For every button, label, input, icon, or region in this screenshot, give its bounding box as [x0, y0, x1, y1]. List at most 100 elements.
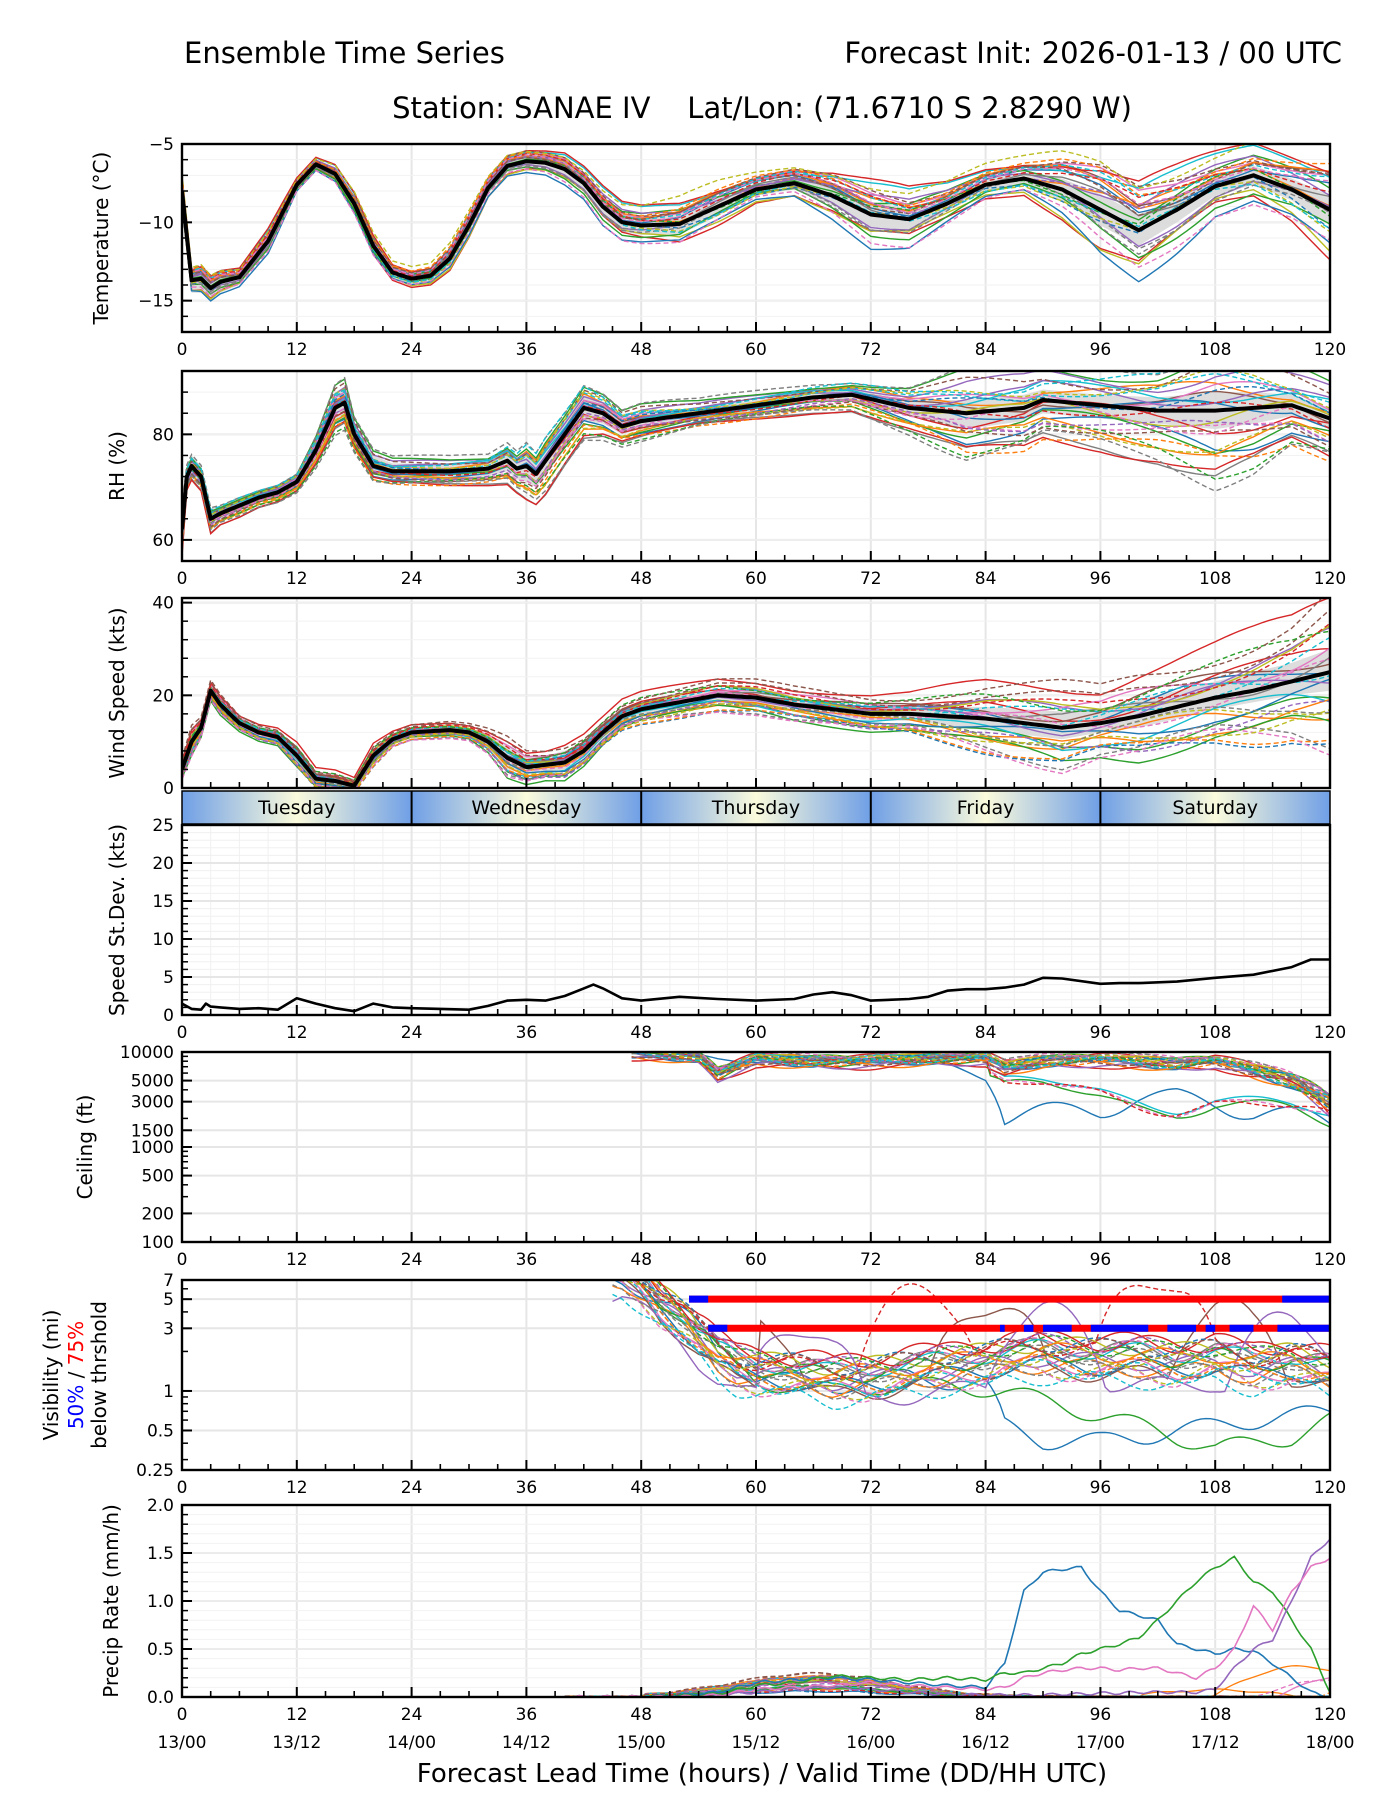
x-tick-label: 24 — [401, 1705, 423, 1725]
x-tick-label: 108 — [1199, 1250, 1231, 1270]
x-tick-label: 96 — [1090, 569, 1112, 589]
y-tick-label: 7 — [163, 1271, 174, 1291]
ceiling-member-line — [631, 1055, 1330, 1107]
figure-title-left: Ensemble Time Series — [184, 36, 505, 70]
x-tick-label: 84 — [975, 340, 997, 360]
x-tick-label: 60 — [745, 1023, 767, 1043]
ceiling-member-line — [631, 1052, 1330, 1104]
x-tick-label: 36 — [516, 1250, 538, 1270]
y-tick-label: 25 — [152, 816, 174, 836]
speed_stdev-ylabel: Speed St.Dev. (kts) — [105, 824, 129, 1016]
ensemble-member-line — [182, 371, 1330, 525]
ensemble-member-line — [182, 409, 1330, 549]
valid-time-label: 17/00 — [1076, 1733, 1125, 1753]
ensemble-member-line — [182, 698, 1330, 788]
y-tick-label: 500 — [142, 1167, 174, 1187]
y-tick-label: 5 — [163, 968, 174, 988]
valid-time-label: 13/12 — [272, 1733, 321, 1753]
x-tick-label: 48 — [630, 1478, 652, 1498]
y-tick-label: 20 — [152, 686, 174, 706]
x-tick-label: 12 — [286, 1478, 308, 1498]
day-band-cell — [870, 791, 1101, 824]
precip-member-blue-line — [564, 1565, 1330, 1697]
day-band-cell — [1100, 791, 1330, 824]
x-tick-label: 96 — [1090, 1705, 1112, 1725]
plot-area-wind_speed — [182, 598, 1330, 788]
visibility-member-line — [647, 1280, 1330, 1377]
visibility-member-line — [612, 1293, 1330, 1411]
ensemble-mean-line — [182, 159, 1330, 291]
x-tick-label: 72 — [860, 340, 882, 360]
y-tick-label: 1000 — [131, 1138, 174, 1158]
valid-time-label: 14/12 — [502, 1733, 551, 1753]
relative_humidity-ylabel: RH (%) — [105, 431, 129, 501]
y-tick-label: 60 — [152, 531, 174, 551]
ensemble-member-line — [182, 630, 1330, 782]
y-tick-label: 0.0 — [147, 1688, 174, 1708]
x-tick-label: 96 — [1090, 1250, 1112, 1270]
panel-speed_stdev: 0 12 24 36 48 60 72 84 96 108 120 0 5 10 15 20 25 Speed S… — [105, 816, 1346, 1043]
x-tick-label: 108 — [1199, 1705, 1231, 1725]
ensemble-member-line — [182, 691, 1330, 788]
x-tick-label: 60 — [745, 340, 767, 360]
ceiling-member-line — [631, 1052, 1330, 1106]
panel-wind_speed: 0 20 40 Wind Speed (kts) — [105, 594, 1332, 799]
x-tick-label: 96 — [1090, 340, 1112, 360]
x-tick-label: 36 — [516, 569, 538, 589]
ceiling-member-line — [631, 1052, 1330, 1118]
x-tick-label: 72 — [860, 1478, 882, 1498]
x-tick-label: 36 — [516, 1023, 538, 1043]
ensemble-member-line — [182, 150, 1330, 277]
ensemble-member-line — [182, 371, 1330, 516]
x-tick-label: 0 — [177, 340, 188, 360]
visibility-member-line — [612, 1280, 1330, 1400]
y-tick-label: 1500 — [131, 1121, 174, 1141]
figure-title-right: Forecast Init: 2026-01-13 / 00 UTC — [844, 36, 1342, 70]
x-tick-label: 24 — [401, 1250, 423, 1270]
y-tick-label: 0 — [163, 1006, 174, 1026]
x-tick-label: 48 — [630, 340, 652, 360]
precip-member-green-line — [564, 1555, 1330, 1697]
day-band: Tuesday Wednesday Thursday Friday Saturday — [181, 790, 1331, 825]
visibility-ylabel-group: Visibility (mi) 50% / 75% below thrshold — [39, 1301, 111, 1449]
ensemble-member-line — [182, 151, 1330, 278]
ensemble-member-line — [182, 697, 1330, 788]
visibility-member-line — [618, 1280, 1330, 1401]
x-tick-label: 24 — [401, 1023, 423, 1043]
x-tick-label: 12 — [286, 1023, 308, 1043]
y-tick-label: 10 — [152, 930, 174, 950]
y-tick-label: −10 — [138, 213, 174, 233]
x-tick-label: 24 — [401, 340, 423, 360]
visibility-ylabel-threshold: below thrshold — [87, 1301, 111, 1449]
precip-member-line — [564, 1685, 1330, 1697]
visibility-member-line — [628, 1280, 1330, 1398]
visibility-member-line — [613, 1280, 1330, 1403]
x-tick-label: 60 — [745, 569, 767, 589]
x-tick-label: 48 — [630, 1023, 652, 1043]
spread-band — [182, 155, 1330, 301]
day-label: Tuesday — [257, 797, 335, 819]
x-tick-label: 72 — [860, 1023, 882, 1043]
y-tick-label: 0.5 — [147, 1640, 174, 1660]
x-tick-label: 48 — [630, 1705, 652, 1725]
x-tick-label: 120 — [1314, 1250, 1346, 1270]
x-tick-label: 120 — [1314, 340, 1346, 360]
spread-band — [182, 649, 1330, 788]
ensemble-member-line — [182, 371, 1173, 509]
x-tick-label: 12 — [286, 340, 308, 360]
x-tick-label: 12 — [286, 1705, 308, 1725]
x-axis-label: Forecast Lead Time (hours) / Valid Time … — [417, 1759, 1107, 1789]
y-tick-label: 2.0 — [147, 1496, 174, 1516]
ceiling-member-line — [631, 1052, 1330, 1101]
x-tick-label: 48 — [630, 569, 652, 589]
ensemble-member-line — [182, 695, 1330, 788]
panel-visibility: 0 12 24 36 48 60 72 84 96 108 120 0.25 0.5 1 3 57 — [136, 1271, 1346, 1498]
ensemble-member-line — [182, 155, 1330, 284]
y-tick-label: 1.5 — [147, 1544, 174, 1564]
valid-time-label: 15/12 — [732, 1733, 781, 1753]
ensemble-member-line — [182, 371, 1330, 514]
x-tick-label: 108 — [1199, 1478, 1231, 1498]
y-tick-label: 1 — [163, 1382, 174, 1402]
y-tick-label: −5 — [149, 135, 174, 155]
